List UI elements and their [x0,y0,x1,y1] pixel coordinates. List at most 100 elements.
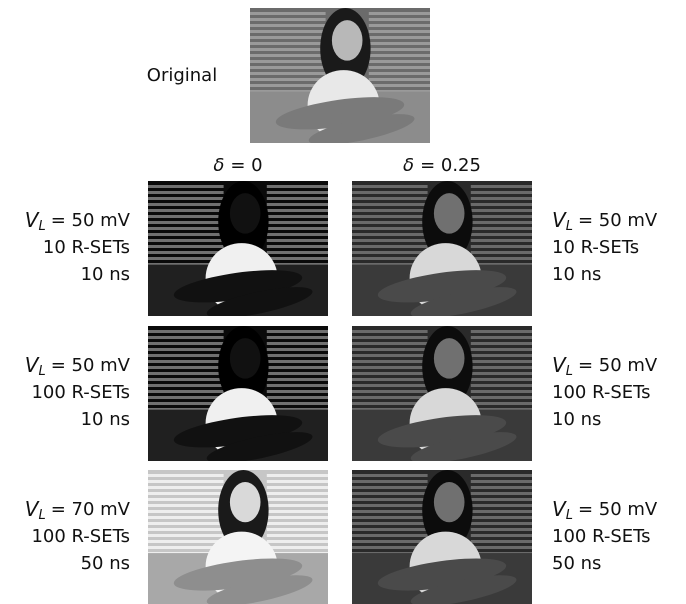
blind [148,215,224,218]
blind [369,24,430,27]
resets-label: 100 R-SETs [552,382,651,403]
time-label: 10 ns [552,409,601,430]
blind [148,516,224,519]
blind [267,203,328,206]
blind [267,221,328,224]
blind [352,336,428,339]
blind [352,540,428,543]
blind [267,546,328,549]
blind [352,185,428,188]
blind [471,474,532,477]
blind [148,378,224,381]
blind [471,540,532,543]
blind [267,522,328,525]
blind [471,227,532,230]
blind [250,78,326,81]
blind [471,384,532,387]
blind [267,257,328,260]
blind [471,233,532,236]
face [230,338,261,379]
blind [267,245,328,248]
blind [148,390,224,393]
blind [267,227,328,230]
blind [148,498,224,501]
sub: L [566,364,573,379]
blind [148,245,224,248]
blind [148,396,224,399]
blind [352,354,428,357]
column-header: δ = 0 [213,155,262,176]
blind [148,492,224,495]
blind [352,330,428,333]
value: = 0 [230,155,262,176]
blind [267,534,328,537]
blind [352,251,428,254]
blind [471,221,532,224]
sub: L [38,508,45,523]
blind [471,245,532,248]
voltage: = 50 mV [51,210,131,231]
symbol: δ [213,155,224,176]
blind [250,12,326,15]
blind [267,209,328,212]
sub: L [566,219,573,234]
blind [267,336,328,339]
blind [369,66,430,69]
blind [352,209,428,212]
photo [352,326,532,469]
blind [267,384,328,387]
blind [148,233,224,236]
time-label: 10 ns [81,264,130,285]
blind [148,185,224,188]
time-label: 10 ns [552,264,601,285]
photo [148,470,328,604]
blind [148,330,224,333]
resets-label: 100 R-SETs [31,526,130,547]
blind [352,197,428,200]
blind [250,18,326,21]
blind [267,378,328,381]
blind [471,330,532,333]
blind [267,486,328,489]
blind [148,486,224,489]
photo [148,181,328,324]
blind [352,233,428,236]
blind [369,54,430,57]
blind [352,474,428,477]
blind [352,390,428,393]
blind [471,378,532,381]
blind [471,534,532,537]
blind [148,360,224,363]
blind [148,366,224,369]
blind [148,197,224,200]
resets-label: 10 R-SETs [43,237,130,258]
blind [471,336,532,339]
blind [267,540,328,543]
resets-label: 100 R-SETs [552,526,651,547]
sub: L [38,364,45,379]
blind [352,342,428,345]
resets-label: 100 R-SETs [31,382,130,403]
blind [250,42,326,45]
blind [267,233,328,236]
blind [369,60,430,63]
blind [352,480,428,483]
blind [148,203,224,206]
blind [471,185,532,188]
blind [369,42,430,45]
blind [352,215,428,218]
blind [471,528,532,531]
voltage-label: VL= 70 mV [25,497,131,523]
blind [267,239,328,242]
face [434,482,465,522]
voltage-label: VL= 50 mV [552,353,658,379]
voltage-label: VL= 50 mV [552,208,658,234]
blind [369,78,430,81]
blind [148,528,224,531]
blind [352,203,428,206]
blind [471,354,532,357]
face [332,20,363,61]
page: Original δ= 0δ= 0.25VL= 50 mV10 R-SETs10… [0,0,686,604]
blind [352,534,428,537]
blind [267,251,328,254]
